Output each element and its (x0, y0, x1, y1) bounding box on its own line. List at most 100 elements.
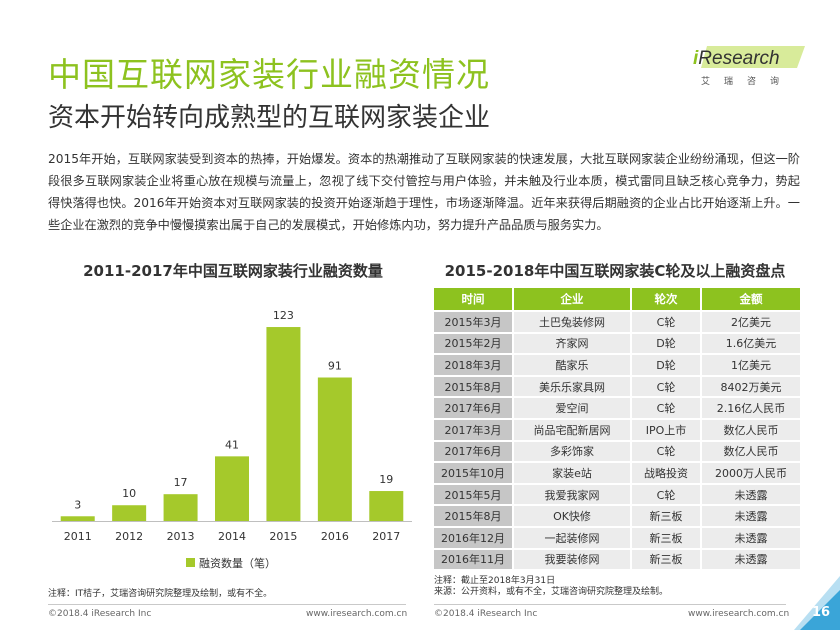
cell-company: 土巴兔装修网 (512, 312, 630, 332)
cell-round: C轮 (630, 484, 700, 505)
page-subtitle: 资本开始转向成熟型的互联网家装企业 (48, 103, 491, 133)
cell-company: 一起装修网 (512, 527, 630, 548)
footer-url-left[interactable]: www.iresearch.com.cn (306, 609, 408, 619)
table-row: 2016年12月 一起装修网 新三板 未透露 (434, 527, 800, 548)
cell-company: 多彩饰家 (512, 441, 630, 462)
bar-value-label: 19 (379, 473, 393, 486)
table-note: 注释：截止至2018年3月31日 来源：公开资料，或有不全，艾瑞咨询研究院整理及… (434, 576, 668, 598)
cell-round: D轮 (630, 333, 700, 354)
header-time: 时间 (434, 288, 512, 310)
cell-round: D轮 (630, 355, 700, 375)
x-tick-label: 2012 (115, 530, 143, 543)
table-row: 2015年8月 OK快修 新三板 未透露 (434, 506, 800, 526)
table-row: 2018年3月 酷家乐 D轮 1亿美元 (434, 355, 800, 375)
cell-round: C轮 (630, 312, 700, 332)
x-tick-label: 2013 (167, 530, 195, 543)
cell-time: 2017年6月 (434, 441, 512, 462)
table-row: 2016年11月 我要装修网 新三板 未透露 (434, 549, 800, 570)
cell-amount: 1亿美元 (700, 355, 800, 375)
header-company: 企业 (512, 288, 630, 310)
table-note-source: 来源：公开资料，或有不全，艾瑞咨询研究院整理及绘制。 (434, 587, 669, 597)
cell-amount: 1.6亿美元 (700, 333, 800, 354)
cell-round: C轮 (630, 376, 700, 397)
cell-round: 战略投资 (630, 463, 700, 483)
table-row: 2017年6月 爱空间 C轮 2.16亿人民币 (434, 398, 800, 418)
cell-time: 2018年3月 (434, 355, 512, 375)
cell-round: C轮 (630, 441, 700, 462)
logo-prefix: i (693, 48, 699, 69)
x-tick-label: 2016 (321, 530, 349, 543)
bar-2013 (163, 494, 198, 521)
cell-time: 2015年8月 (434, 376, 512, 397)
bar-2015 (266, 327, 301, 521)
bar-2017 (369, 491, 404, 521)
corner-decoration-icon (794, 576, 840, 630)
bar-value-label: 10 (122, 487, 136, 500)
bar-value-label: 41 (225, 438, 239, 451)
cell-amount: 未透露 (700, 527, 800, 548)
cell-round: IPO上市 (630, 419, 700, 440)
cell-round: 新三板 (630, 506, 700, 526)
iresearch-logo: iResearch 艾瑞咨询 (693, 44, 805, 94)
cell-company: 我要装修网 (512, 549, 630, 570)
x-tick-label: 2017 (372, 530, 400, 543)
cell-time: 2015年3月 (434, 312, 512, 332)
bar-value-label: 3 (74, 498, 81, 511)
bar-value-label: 17 (174, 476, 188, 489)
table-row: 2015年3月 土巴兔装修网 C轮 2亿美元 (434, 312, 800, 332)
cell-company: 酷家乐 (512, 355, 630, 375)
cell-amount: 数亿人民币 (700, 441, 800, 462)
cell-company: 齐家网 (512, 333, 630, 354)
cell-time: 2017年6月 (434, 398, 512, 418)
legend-swatch (186, 558, 195, 567)
cell-company: OK快修 (512, 506, 630, 526)
cell-amount: 2.16亿人民币 (700, 398, 800, 418)
table-row: 2017年3月 尚品宅配新居网 IPO上市 数亿人民币 (434, 419, 800, 440)
legend-label: 融资数量（笔） (199, 556, 276, 570)
cell-time: 2016年11月 (434, 549, 512, 570)
footer-divider-left (48, 604, 406, 605)
x-tick-label: 2015 (269, 530, 297, 543)
bar-chart-title: 2011-2017年中国互联网家装行业融资数量 (83, 262, 383, 280)
table-note-date: 注释：截止至2018年3月31日 (434, 576, 556, 586)
logo-name: Research (698, 48, 780, 69)
cell-amount: 8402万美元 (700, 376, 800, 397)
logo-badge-icon (701, 46, 805, 68)
table-row: 2015年10月 家装e站 战略投资 2000万人民币 (434, 463, 800, 483)
cell-time: 2015年8月 (434, 506, 512, 526)
cell-round: C轮 (630, 398, 700, 418)
x-tick-label: 2014 (218, 530, 246, 543)
table-row: 2015年8月 美乐乐家具网 C轮 8402万美元 (434, 376, 800, 397)
chart-note: 注释：IT桔子，艾瑞咨询研究院整理及绘制，或有不全。 (48, 589, 273, 599)
bar-value-label: 123 (273, 309, 294, 322)
table-row: 2015年2月 齐家网 D轮 1.6亿美元 (434, 333, 800, 354)
table-title: 2015-2018年中国互联网家装C轮及以上融资盘点 (444, 262, 786, 280)
bar-2012 (112, 505, 147, 521)
bar-value-label: 91 (328, 360, 342, 373)
table-header-row: 时间 企业 轮次 金额 (434, 288, 800, 310)
footer-divider-right (434, 604, 786, 605)
logo-text: iResearch (693, 48, 780, 70)
bar-chart: 3 2011 10 2012 17 2013 41 2014 123 2015 91 2016 19 20… (52, 309, 412, 570)
page-title: 中国互联网家装行业融资情况 (48, 55, 490, 94)
table-row: 2017年6月 多彩饰家 C轮 数亿人民币 (434, 441, 800, 462)
footer-copyright-right: ©2018.4 iResearch Inc (434, 609, 538, 619)
cell-company: 家装e站 (512, 463, 630, 483)
header-round: 轮次 (630, 288, 700, 310)
logo-tagline: 艾瑞咨询 (701, 77, 794, 87)
bar-2014 (215, 456, 249, 521)
cell-amount: 数亿人民币 (700, 419, 800, 440)
cell-time: 2017年3月 (434, 419, 512, 440)
cell-time: 2015年2月 (434, 333, 512, 354)
footer-url-right[interactable]: www.iresearch.com.cn (688, 609, 790, 619)
cell-company: 尚品宅配新居网 (512, 419, 630, 440)
cell-company: 我爱我家网 (512, 484, 630, 505)
cell-time: 2015年5月 (434, 484, 512, 505)
cell-amount: 2000万人民币 (700, 463, 800, 483)
cell-amount: 未透露 (700, 549, 800, 570)
cell-time: 2016年12月 (434, 527, 512, 548)
cell-company: 美乐乐家具网 (512, 376, 630, 397)
cell-amount: 未透露 (700, 484, 800, 505)
cell-time: 2015年10月 (434, 463, 512, 483)
table-row: 2015年5月 我爱我家网 C轮 未透露 (434, 484, 800, 505)
